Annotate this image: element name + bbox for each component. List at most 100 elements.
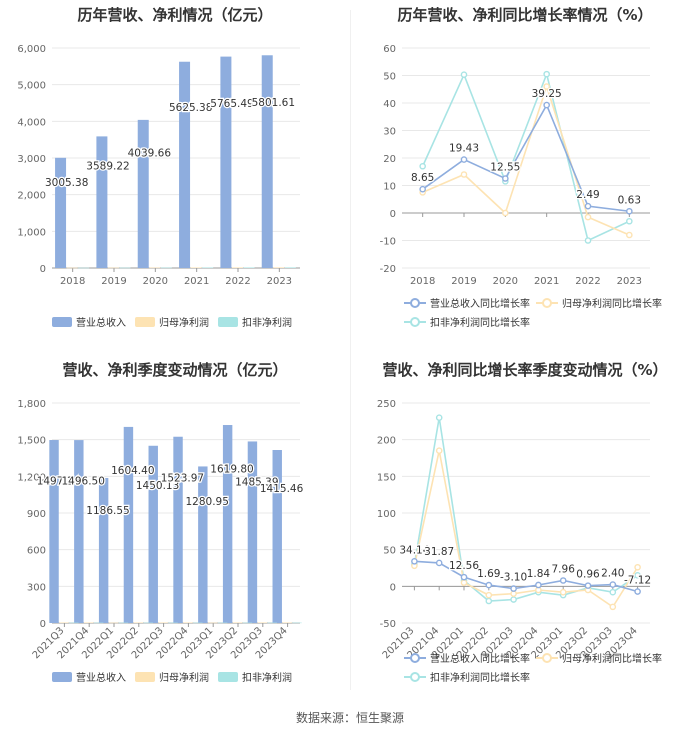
bar-parent-net-profit [257,622,268,624]
bar-parent-net-profit [107,267,119,269]
bar-revenue [261,55,273,269]
bar-revenue [123,426,134,623]
legend-swatch [218,672,238,682]
legend-label: 营业总收入同比增长率 [430,652,530,665]
y-tick-label: 0 [40,619,46,630]
annual-growth-chart: -20 -10 0 10 20 30 40 50 60 2018 2019 2020 2021 2022 2… [380,44,662,329]
legend-swatch [135,672,155,682]
bar-revenue [55,157,67,268]
bar-revenue [198,466,208,623]
data-label: 7.96 [552,563,576,575]
point [559,588,567,596]
bar-deducted-net-profit [202,267,214,269]
chart-title: 营收、净利季度变动情况（亿元） [62,361,288,379]
bar-parent-net-profit [183,622,193,624]
data-label: 1.84 [527,568,551,580]
point [485,591,493,599]
data-label: 1619.80 [210,464,253,476]
y-tick-label: 200 [377,436,396,447]
x-tick-label: 2022 [225,276,250,287]
y-tick-label: 5,000 [17,81,46,92]
line-deducted-profit-growth [413,417,639,602]
data-label: 4039.66 [128,147,172,159]
y-tick-label: 3,000 [17,154,46,165]
y-tick-label: 1,000 [17,227,46,238]
bar-revenue [74,440,84,623]
bar-deducted-net-profit [160,267,172,269]
point [502,209,509,217]
legend-label: 归母净利润同比增长率 [562,652,662,665]
bar-revenue [173,436,183,623]
bar-revenue [98,477,109,623]
point [419,162,426,170]
y-tick-label: 150 [377,472,396,483]
panel-divider [350,10,351,690]
point [626,231,633,239]
legend-label: 归母净利润 [159,671,209,684]
data-label: 2.40 [601,568,624,580]
y-tick-label: 4,000 [17,117,46,128]
data-label: 3005.38 [45,177,88,189]
data-label: 31.87 [424,546,454,558]
data-label: -7.12 [624,575,651,587]
legend-label: 扣非净利润同比增长率 [430,316,530,329]
point [460,573,468,581]
y-tick-label: 10 [383,182,396,193]
y-tick-label: 6,000 [17,44,46,55]
x-tick-label: 2018 [410,276,435,287]
y-tick-label: 1,800 [17,399,46,410]
y-tick-label: 50 [383,72,396,83]
y-tick-label: 900 [27,509,46,520]
data-label: 5765.49 [210,98,253,110]
y-tick-label: -20 [380,264,396,275]
panel-quarterly-growth: 营收、净利同比增长率季度变动情况（%） -50 0 50 100 150 200 250 20… [350,355,700,710]
y-tick-label: 30 [383,127,396,138]
bar-revenue [137,119,149,268]
point [634,588,641,595]
x-tick-label: 2018 [60,276,85,287]
data-label: 1496.50 [61,475,104,487]
legend-marker [542,653,552,663]
bar-revenue [49,440,59,623]
quarterly-amount-chart: 03006009001,2001,5001,8002021Q32021Q4202… [17,399,305,684]
annual-amount-chart: 0 1,000 2,000 3,000 4,000 5,000 6,000 2018 2019 2… [17,44,300,329]
data-label: 1497.14 [37,475,81,487]
legend-label: 扣非净利润 [242,316,292,329]
x-tick-label: 2019 [101,276,126,287]
y-tick-label: 600 [27,546,46,557]
data-label: 1604.40 [111,465,154,477]
y-tick-label: -50 [380,619,396,630]
quarterly-growth-chart: -500501001502002502021Q32021Q42022Q12022… [377,399,662,684]
data-label: 1485.39 [235,476,278,488]
legend-marker [410,317,420,327]
point [460,71,468,78]
point [609,581,617,588]
point [609,603,617,611]
chart-title: 历年营收、净利情况（亿元） [77,6,273,24]
x-tick-label: 2022 [575,276,600,287]
bar-parent-net-profit [282,622,292,624]
point [460,156,468,163]
data-label: 0.63 [618,194,641,206]
point [435,559,443,567]
bar-parent-net-profit [208,622,218,624]
x-tick-label: 2023 [617,276,642,287]
point [634,572,641,579]
point [584,237,592,244]
legend-swatch [52,317,72,327]
legend-label: 营业总收入同比增长率 [430,297,530,310]
y-tick-label: 0 [390,582,396,593]
bar-deducted-net-profit [118,622,129,624]
line-revenue-growth [422,103,630,213]
legend-label: 归母净利润 [159,316,209,329]
y-tick-label: 250 [377,399,396,410]
bar-deducted-net-profit [292,622,302,624]
point [435,414,443,421]
bar-revenue [220,56,232,269]
bar-deducted-net-profit [193,622,203,624]
line-parent-profit-growth [422,83,630,236]
point [543,70,550,78]
legend-label: 扣非净利润 [242,671,292,684]
point [634,563,641,571]
bar-revenue [96,136,108,268]
